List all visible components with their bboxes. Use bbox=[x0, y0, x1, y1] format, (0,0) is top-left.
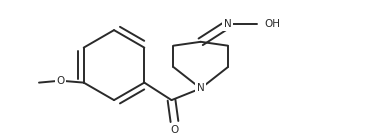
Text: N: N bbox=[197, 83, 205, 93]
Text: O: O bbox=[170, 125, 178, 135]
Text: O: O bbox=[56, 76, 64, 86]
Text: OH: OH bbox=[265, 19, 281, 29]
Text: N: N bbox=[224, 19, 232, 29]
